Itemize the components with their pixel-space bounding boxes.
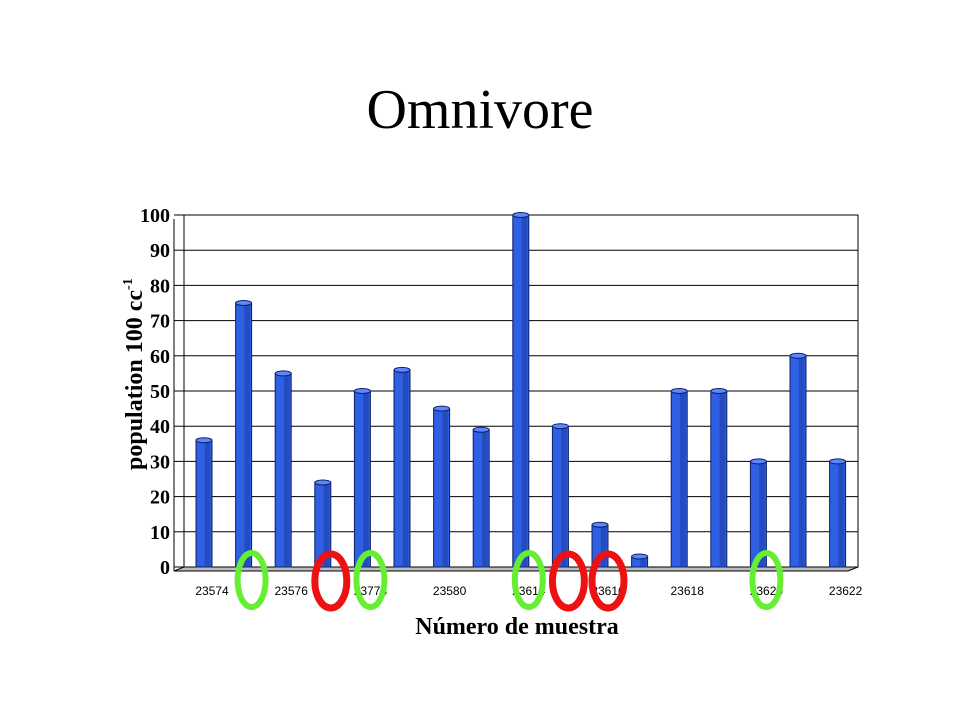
x-axis-title: Número de muestra (415, 614, 619, 640)
bar-top (631, 553, 649, 560)
bar (433, 405, 451, 568)
x-tick-label: 23618 (671, 584, 705, 598)
y-tick-label: 50 (150, 381, 170, 403)
bar-top (314, 479, 332, 486)
y-tick-label: 80 (150, 275, 170, 297)
y-tick-label: 0 (160, 557, 170, 579)
x-tick-label: 23622 (829, 584, 863, 598)
bar-shade (204, 440, 211, 567)
bar (274, 370, 292, 568)
y-tick-label: 10 (150, 522, 170, 544)
bar-top (195, 437, 213, 444)
y-tick-label: 40 (150, 416, 170, 438)
bar-top (433, 405, 451, 412)
bar-top (353, 388, 371, 394)
y-tick-label: 90 (150, 240, 170, 262)
y-axis-title: population 100 cc-1 (121, 278, 148, 470)
x-axis-ticks: 23574 23576 23778 23580 23614 23616 23618 23620… (195, 584, 862, 598)
bar-shade (323, 482, 330, 567)
bar-shade (244, 303, 250, 567)
bar (353, 388, 371, 568)
y-tick-label: 70 (150, 311, 170, 333)
green-circle-marker (511, 550, 546, 610)
y-axis-title-text: population 100 cc (122, 290, 148, 470)
slide-title: Omnivore (366, 79, 594, 141)
bar (670, 388, 688, 568)
red-circle-marker (548, 550, 588, 612)
x-tick-label: 23580 (433, 584, 467, 598)
red-circle-marker (588, 550, 628, 612)
green-circle-marker (353, 550, 388, 610)
bar-shade (838, 461, 844, 567)
red-circle-marker (311, 550, 351, 612)
bar-shade (521, 215, 528, 567)
bar (195, 437, 213, 568)
bar-top (274, 370, 292, 377)
bar-top (829, 458, 847, 465)
bar (235, 300, 253, 568)
bar-top (670, 388, 688, 394)
x-tick-label: 23576 (275, 584, 309, 598)
bar-shade (284, 373, 290, 567)
bar (551, 423, 569, 568)
bar-top (789, 352, 807, 359)
bar-shade (600, 524, 607, 567)
bar-top (591, 521, 609, 528)
annotation-circles (234, 550, 784, 612)
bar (472, 426, 490, 568)
bar (512, 212, 530, 568)
bar-shade (561, 426, 567, 567)
y-axis: 0 10 20 30 40 50 60 70 80 90 100 (140, 205, 184, 579)
bar (631, 553, 649, 568)
bar-shade (759, 461, 765, 567)
bar-top (749, 458, 767, 465)
bar (749, 458, 767, 568)
green-circle-marker (234, 550, 269, 610)
bar-top (710, 388, 728, 394)
bar-shade (798, 355, 805, 567)
bar-top (472, 426, 490, 433)
bars (195, 212, 847, 568)
y-axis-title-superscript: -1 (121, 278, 136, 290)
bar (393, 366, 411, 568)
bar-top (393, 366, 411, 373)
y-tick-label: 20 (150, 487, 170, 509)
x-tick-label: 23778 (354, 584, 388, 598)
bar-shade (402, 369, 409, 567)
bar-shade (719, 391, 726, 567)
y-tick-label: 30 (150, 451, 170, 473)
bar-shade (442, 408, 448, 567)
bar (710, 388, 728, 568)
bar-shade (482, 429, 488, 567)
x-tick-label: 23616 (591, 584, 625, 598)
bar (789, 352, 807, 568)
green-circle-marker (749, 550, 784, 610)
bar-top (512, 212, 530, 218)
bar-top (551, 423, 569, 430)
x-tick-label: 23620 (750, 584, 784, 598)
bar-shade (640, 556, 646, 567)
bar-shade (680, 391, 686, 567)
y-tick-label: 100 (140, 205, 170, 227)
bar-shade (363, 391, 369, 567)
bar-top (235, 300, 253, 306)
x-tick-label: 23614 (512, 584, 546, 598)
x-tick-label: 23574 (195, 584, 229, 598)
y-tick-label: 60 (150, 346, 170, 368)
bar (314, 479, 332, 568)
bar (829, 458, 847, 568)
